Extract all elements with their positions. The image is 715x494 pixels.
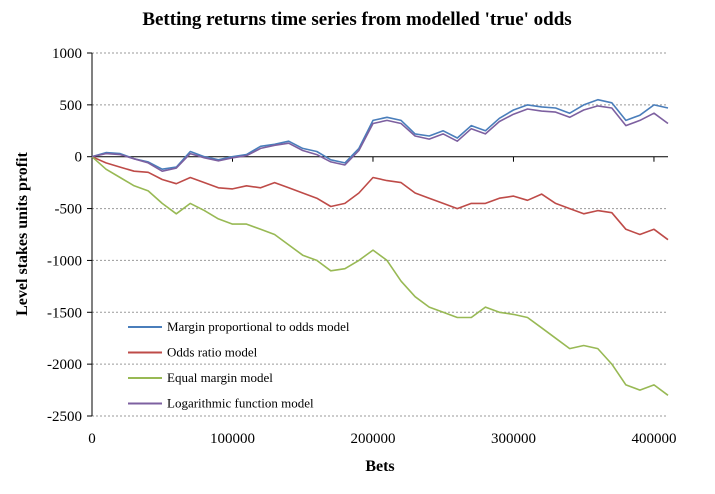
x-tick-label: 100000 xyxy=(210,431,255,447)
series-line-1 xyxy=(91,98,669,170)
x-tick-label: 200000 xyxy=(350,431,395,447)
series-line-3 xyxy=(91,156,669,396)
x-tick-label: 400000 xyxy=(631,431,676,447)
legend-label-3: Equal margin model xyxy=(167,370,273,385)
y-tick-label: -1500 xyxy=(47,305,82,321)
legend-label-2: Odds ratio model xyxy=(167,345,258,360)
x-axis-title: Bets xyxy=(365,458,394,475)
x-tick-label: 300000 xyxy=(491,431,536,447)
grid xyxy=(92,52,668,417)
legend: Margin proportional to odds model Odds ra… xyxy=(128,319,350,411)
y-tick-label: 1000 xyxy=(52,46,82,62)
y-tick-label: 0 xyxy=(75,150,83,166)
chart-title: Betting returns time series from modelle… xyxy=(142,9,571,30)
series-line-4 xyxy=(91,105,669,172)
x-axis-ticks: 0 100000 200000 300000 400000 xyxy=(88,156,676,447)
legend-label-1: Margin proportional to odds model xyxy=(167,319,350,334)
series-line-2 xyxy=(91,155,669,241)
y-tick-label: -500 xyxy=(55,202,83,218)
series-lines xyxy=(91,98,669,396)
y-tick-label: -1000 xyxy=(47,253,82,269)
y-tick-label: 500 xyxy=(60,98,83,114)
x-tick-label: 0 xyxy=(88,431,96,447)
y-tick-label: -2000 xyxy=(47,357,82,373)
y-tick-label: -2500 xyxy=(47,409,82,425)
legend-label-4: Logarithmic function model xyxy=(167,396,314,411)
y-axis-title: Level stakes units profit xyxy=(14,151,31,315)
y-axis-ticks: 1000 500 0 -500 -1000 -1500 -2000 -2500 xyxy=(47,46,92,425)
